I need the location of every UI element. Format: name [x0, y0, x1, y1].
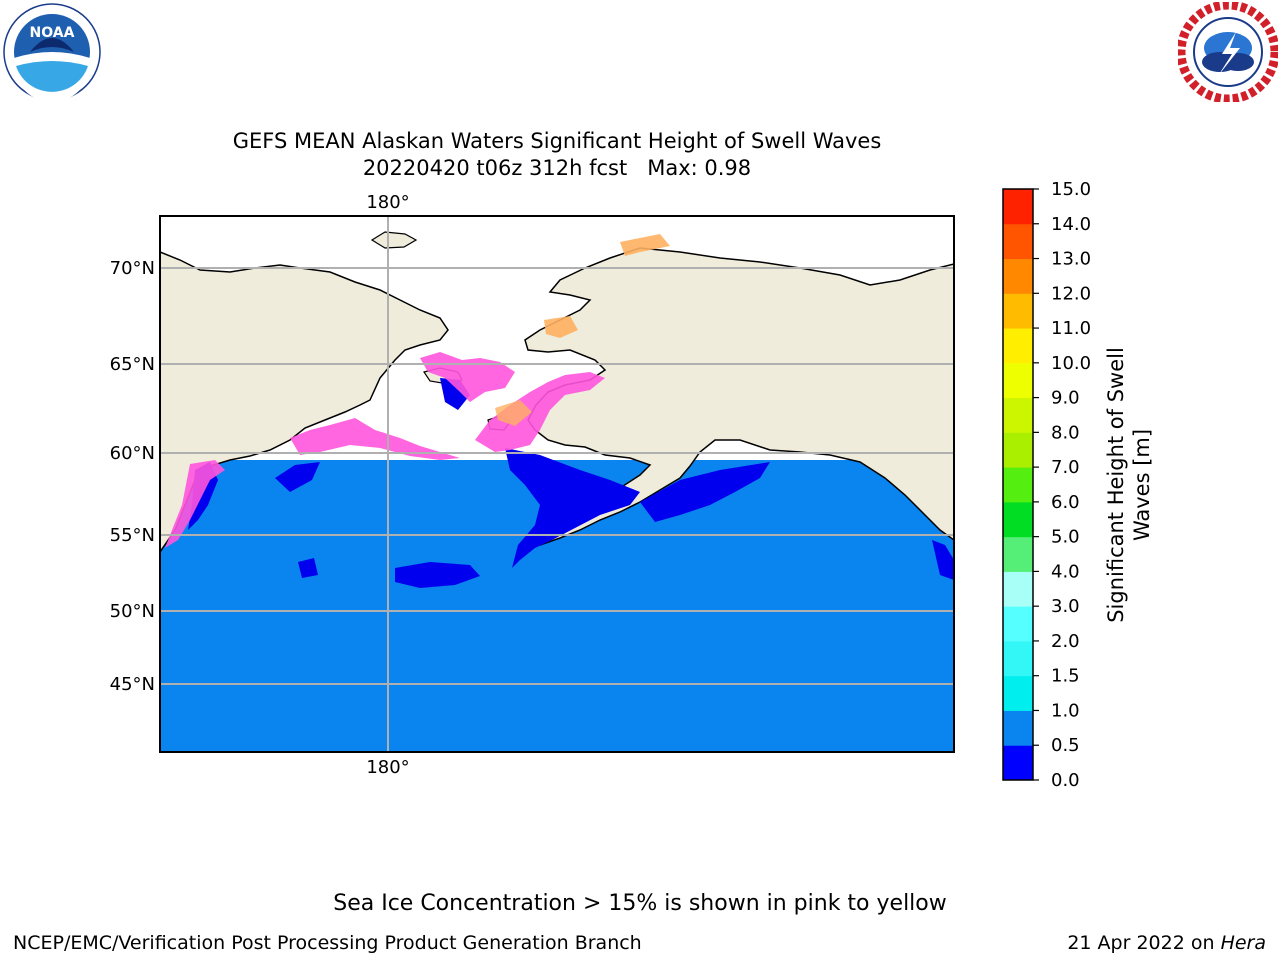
colorbar-tick-label: 15.0	[1051, 179, 1091, 200]
colorbar-label-line-2: Waves [m]	[1130, 429, 1154, 541]
low-swell-gulf	[640, 462, 770, 522]
lon-label-top: 180°	[366, 192, 409, 213]
noaa-logo: NOAA	[3, 3, 101, 102]
colorbar-tick-label: 14.0	[1051, 214, 1091, 235]
colorbar-swatch	[1003, 362, 1033, 399]
low-swell-commander	[298, 558, 318, 578]
colorbar-tick-label: 10.0	[1051, 353, 1091, 374]
low-swell-anadyr	[275, 462, 320, 492]
colorbar-tick-label: 6.0	[1051, 492, 1080, 513]
colorbar-tick-label: 9.0	[1051, 388, 1080, 409]
title-line-1: GEFS MEAN Alaskan Waters Significant Hei…	[232, 129, 882, 153]
low-swell-seak	[932, 540, 954, 580]
colorbar-tick-label: 4.0	[1051, 561, 1080, 582]
low-swell-aleutian	[395, 562, 480, 588]
colorbar-tick-label: 0.0	[1051, 770, 1080, 791]
colorbar-tick-label: 7.0	[1051, 457, 1080, 478]
lat-label-60: 60°N	[110, 443, 155, 464]
colorbar-swatch	[1003, 467, 1033, 503]
colorbar-tick-label: 13.0	[1051, 249, 1091, 270]
sea-ice-bering-orange	[495, 400, 532, 426]
colorbar-swatch	[1003, 189, 1033, 225]
lat-label-70: 70°N	[110, 258, 155, 279]
date-text: 21 Apr 2022 on	[1067, 932, 1215, 954]
title-line-2: 20220420 t06z 312h fcst Max: 0.98	[362, 156, 752, 180]
map-area	[160, 216, 954, 752]
colorbar-swatch	[1003, 328, 1033, 364]
colorbar-label: Significant Height of Swell Waves [m]	[1104, 347, 1154, 623]
colorbar-tick-label: 1.5	[1051, 666, 1080, 687]
colorbar-swatch	[1003, 606, 1033, 642]
colorbar-tick-label: 5.0	[1051, 527, 1080, 548]
colorbar-swatch	[1003, 745, 1033, 781]
colorbar-tick-label: 8.0	[1051, 422, 1080, 443]
colorbar-tick-label: 11.0	[1051, 318, 1091, 339]
colorbar-swatch	[1003, 675, 1033, 711]
colorbar-swatch	[1003, 640, 1033, 677]
sea-ice-bering	[475, 372, 605, 452]
sea-ice-siberia-coast	[290, 418, 460, 460]
sea-ice-kotzebue	[544, 316, 578, 338]
map-gridlines	[160, 216, 954, 752]
colorbar-frame	[1002, 188, 1034, 781]
sea-ice-beaufort	[620, 234, 670, 256]
date-stamp: 21 Apr 2022 on Hera	[1067, 932, 1266, 954]
lat-label-55: 55°N	[110, 525, 155, 546]
colorbar-swatch	[1003, 223, 1033, 260]
nws-logo	[1178, 2, 1278, 102]
lat-label-65: 65°N	[110, 354, 155, 375]
lat-label-50: 50°N	[110, 601, 155, 622]
siberia-land	[160, 251, 449, 554]
wrangel-island	[370, 231, 418, 249]
colorbar-swatch	[1003, 432, 1033, 468]
colorbar-swatch	[1003, 536, 1033, 572]
credit-text: NCEP/EMC/Verification Post Processing Pr…	[13, 932, 642, 954]
colorbar-label-line-1: Significant Height of Swell	[1104, 347, 1128, 623]
colorbar-tick-label: 0.5	[1051, 735, 1080, 756]
machine-name: Hera	[1220, 932, 1266, 954]
colorbar-swatch	[1003, 501, 1033, 538]
colorbar-tick-label: 12.0	[1051, 283, 1091, 304]
colorbar-swatch	[1003, 293, 1033, 329]
colorbar: 0.0 0.5 1.0 1.5 2.0 3.0 4.0 5.0 6.0 7.0 8.0 9.0 10.0…	[1002, 179, 1091, 791]
colorbar-tick-label: 1.0	[1051, 700, 1080, 721]
alaska-land	[524, 216, 954, 549]
colorbar-tick-label: 3.0	[1051, 596, 1080, 617]
sea-ice-note: Sea Ice Concentration > 15% is shown in …	[333, 891, 947, 916]
colorbar-swatch	[1003, 571, 1033, 607]
sea-ice-kamchatka	[165, 460, 225, 548]
colorbar-swatch	[1003, 258, 1033, 294]
svg-text:NOAA: NOAA	[30, 25, 75, 41]
colorbar-swatch	[1003, 397, 1033, 433]
lat-label-45: 45°N	[110, 674, 155, 695]
colorbar-tick-label: 2.0	[1051, 631, 1080, 652]
lon-label-bottom: 180°	[366, 757, 409, 778]
colorbar-swatch	[1003, 710, 1033, 746]
map-frame	[159, 215, 955, 753]
low-swell-bering	[505, 448, 640, 568]
